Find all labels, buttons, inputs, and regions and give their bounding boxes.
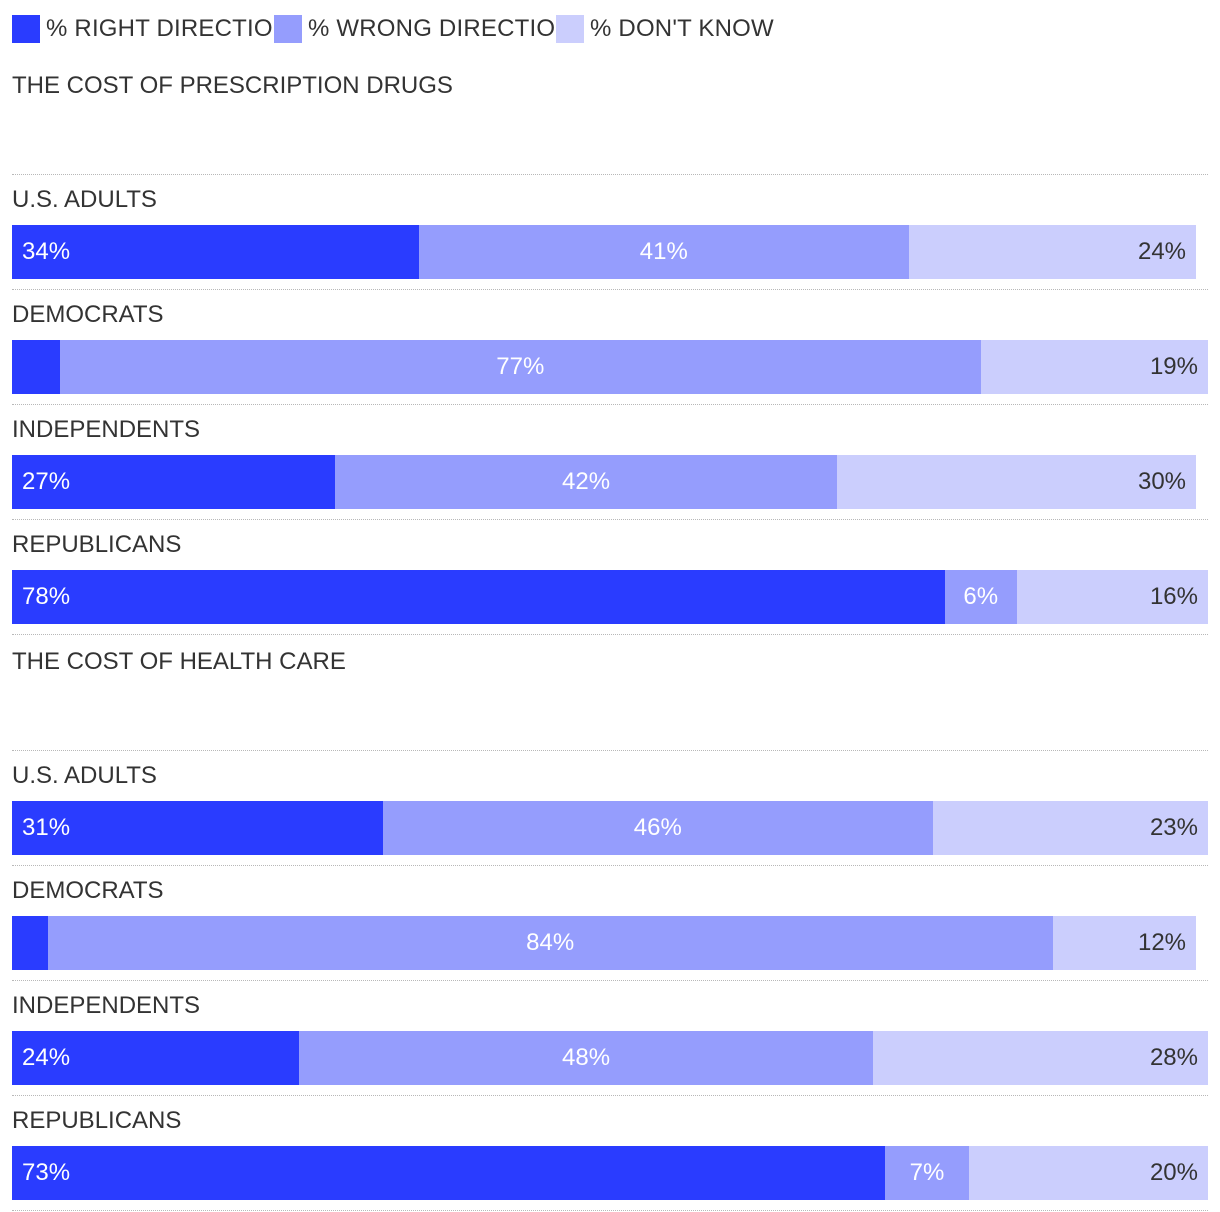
bar-segment: 23% [932, 801, 1208, 855]
bar-segment: 6% [944, 570, 1017, 624]
group-label: REPUBLICANS [12, 531, 182, 558]
legend-swatch [556, 15, 584, 43]
bar-segment [12, 340, 60, 394]
bar-segment: 7% [885, 1146, 969, 1200]
data-label: 24% [1137, 238, 1187, 265]
data-label: 46% [633, 814, 682, 841]
legend-swatch [274, 15, 302, 43]
bar-segment: 19% [980, 340, 1208, 394]
data-label: 27% [22, 468, 71, 495]
data-label: 41% [639, 238, 688, 265]
data-label: 73% [22, 1159, 71, 1186]
group-label: INDEPENDENTS [12, 416, 201, 443]
data-label: 19% [1149, 353, 1198, 380]
bar-segment: 48% [299, 1031, 874, 1085]
legend-swatch [12, 15, 40, 43]
bar-segment [12, 916, 48, 970]
bar-segment: 27% [12, 455, 335, 509]
data-label: 48% [562, 1044, 611, 1071]
bar-segment: 16% [1016, 570, 1208, 624]
row-divider [12, 404, 1208, 405]
bar-segment: 28% [873, 1031, 1208, 1085]
data-label: 7% [909, 1159, 945, 1186]
bar-segment: 77% [59, 340, 981, 394]
data-label: 34% [22, 238, 71, 265]
group-label: REPUBLICANS [12, 1107, 182, 1134]
data-label: 78% [22, 583, 71, 610]
bar-segment: 34% [12, 225, 419, 279]
bar-segment: 12% [1052, 916, 1197, 970]
bar-segment: 78% [12, 570, 945, 624]
row-divider [12, 1210, 1208, 1211]
bar-segment: 84% [47, 916, 1053, 970]
data-label: 23% [1149, 814, 1198, 841]
legend-item: % DON'T KNOW [556, 14, 774, 44]
row-divider [12, 174, 1208, 175]
chart-title: THE COST OF PRESCRIPTION DRUGS [12, 72, 453, 99]
bar-segment: 24% [909, 225, 1197, 279]
legend-label: % DON'T KNOW [590, 15, 774, 42]
data-label: 12% [1137, 929, 1187, 956]
group-label: U.S. ADULTS [12, 762, 157, 789]
bar-segment: 20% [968, 1146, 1208, 1200]
row-divider [12, 519, 1208, 520]
row-divider [12, 289, 1208, 290]
legend-item: % WRONG DIRECTION [274, 14, 573, 44]
data-label: 28% [1149, 1044, 1198, 1071]
data-label: 30% [1137, 468, 1187, 495]
legend-label: % RIGHT DIRECTION [46, 15, 291, 42]
bar-segment: 46% [382, 801, 933, 855]
data-label: 31% [22, 814, 71, 841]
data-label: 16% [1149, 583, 1198, 610]
data-label: 24% [22, 1044, 71, 1071]
bar-segment: 31% [12, 801, 383, 855]
bar-segment: 41% [418, 225, 909, 279]
bar-segment: 73% [12, 1146, 886, 1200]
group-label: U.S. ADULTS [12, 186, 157, 213]
chart-title: THE COST OF HEALTH CARE [12, 648, 346, 675]
row-divider [12, 1095, 1208, 1096]
bar-segment: 30% [837, 455, 1197, 509]
bar-segment: 24% [12, 1031, 300, 1085]
row-divider [12, 865, 1208, 866]
data-label: 77% [496, 353, 545, 380]
row-divider [12, 750, 1208, 751]
row-divider [12, 980, 1208, 981]
bar-segment: 42% [334, 455, 838, 509]
data-label: 6% [963, 583, 999, 610]
data-label: 84% [526, 929, 575, 956]
group-label: DEMOCRATS [12, 301, 164, 328]
group-label: INDEPENDENTS [12, 992, 201, 1019]
legend-item: % RIGHT DIRECTION [12, 14, 290, 44]
group-label: DEMOCRATS [12, 877, 164, 904]
data-label: 42% [562, 468, 611, 495]
data-label: 20% [1149, 1159, 1198, 1186]
row-divider [12, 634, 1208, 635]
legend-label: % WRONG DIRECTION [308, 15, 573, 42]
